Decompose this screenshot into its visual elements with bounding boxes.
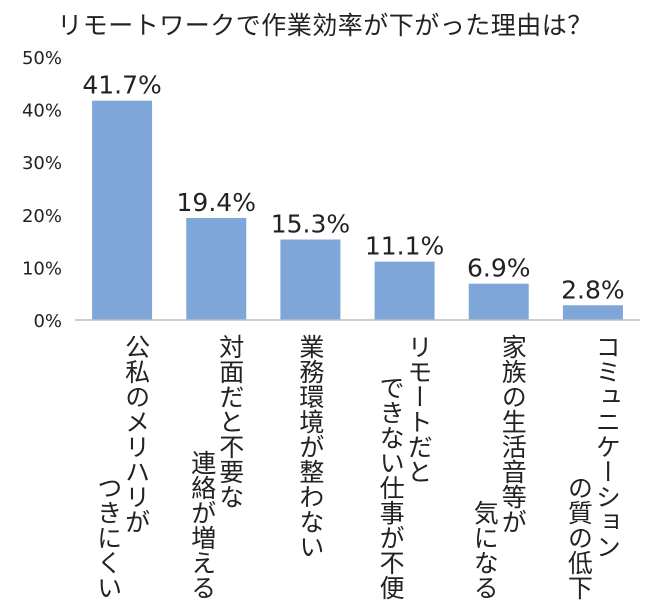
category-label-line: できない仕事が不便 [376, 375, 405, 600]
category-label-line: 家族の生活音等が [498, 334, 527, 534]
data-label: 11.1% [365, 232, 444, 261]
data-labels: 41.7% 19.4% 15.3% 11.1% 6.9% 2.8% [82, 71, 624, 305]
bar [562, 305, 623, 320]
category-label-line: 対面だと不要な [216, 334, 245, 509]
category-label-line: リモートだと [404, 334, 433, 484]
data-label: 19.4% [177, 188, 256, 217]
data-label: 15.3% [271, 210, 350, 239]
bar [92, 100, 153, 321]
category-label-line: 公私のメリハリが [122, 334, 151, 534]
bar [186, 217, 247, 320]
category-label-line: の質の低下 [564, 475, 593, 600]
y-tick-label: 30% [22, 153, 62, 174]
bar [374, 261, 435, 320]
category-label: 業務環境が整わない [296, 334, 325, 559]
category-label-line: 連絡が増える [188, 450, 217, 600]
y-tick-label: 20% [22, 206, 62, 227]
data-label: 2.8% [561, 275, 625, 304]
chart-title: リモートワークで作業効率が下がった理由は？ [57, 11, 593, 40]
category-label-line: 気になる [470, 500, 499, 600]
category-label-line: コミュニケーション [592, 334, 621, 559]
category-label-line: つきにくい [94, 475, 123, 600]
bars [92, 100, 623, 321]
bar [468, 283, 529, 320]
category-label-line: 業務環境が整わない [296, 334, 325, 559]
y-tick-label: 50% [22, 48, 62, 69]
data-label: 41.7% [82, 71, 161, 100]
bar [280, 239, 341, 320]
data-label: 6.9% [467, 254, 531, 283]
y-axis-ticks: 0% 10% 20% 30% 40% 50% [22, 48, 62, 332]
y-tick-label: 0% [33, 311, 62, 332]
y-tick-label: 40% [22, 101, 62, 122]
y-tick-label: 10% [22, 258, 62, 279]
